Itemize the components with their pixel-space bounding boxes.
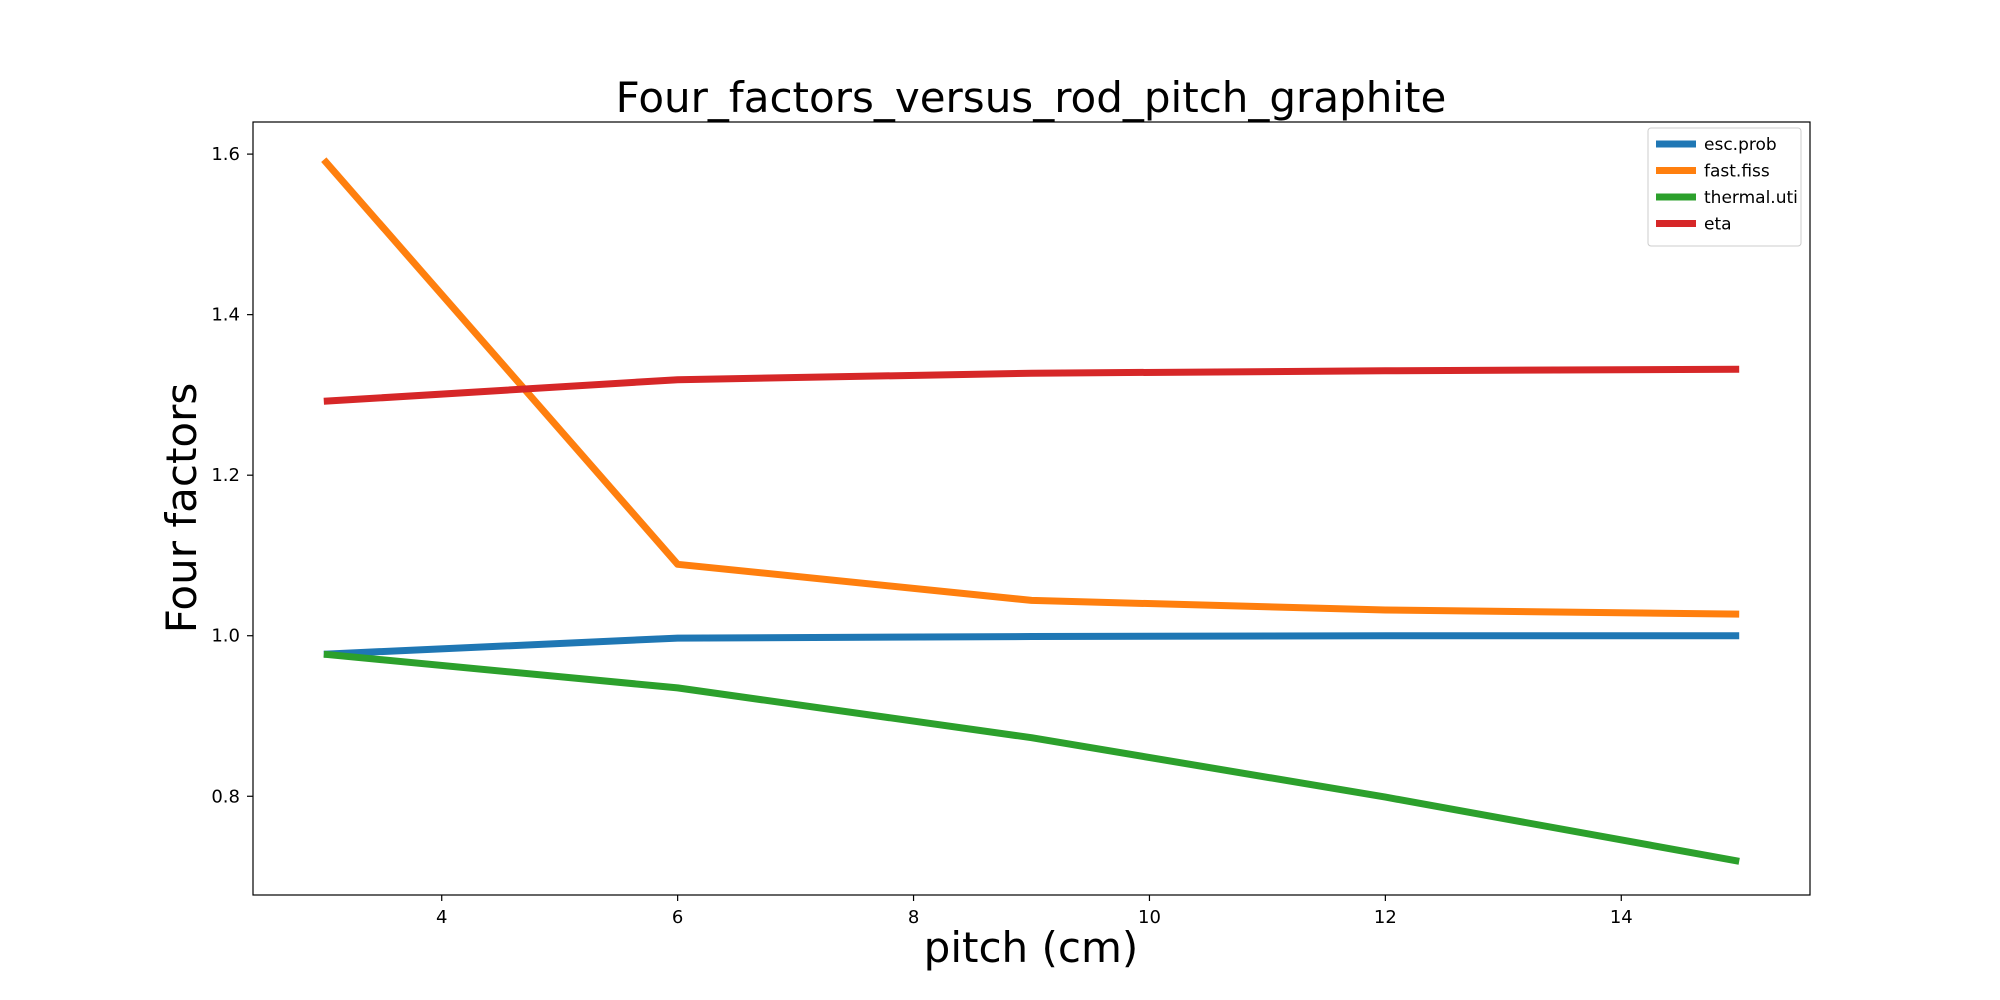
series-line-fast.fiss — [321, 157, 1740, 618]
legend-label-fast.fiss: fast.fiss — [1704, 162, 1770, 182]
x-tick-label: 6 — [672, 907, 683, 928]
legend: esc.prob fast.fiss thermal.uti eta — [1647, 127, 1802, 247]
series-line-thermal.uti — [323, 650, 1740, 865]
x-tick-label: 8 — [908, 907, 919, 928]
y-tick-label: 1.6 — [211, 144, 240, 165]
y-axis-ticks: 0.8 1.0 1.2 1.4 1.6 — [211, 144, 253, 807]
x-tick-label: 10 — [1138, 907, 1161, 928]
legend-box — [1647, 127, 1802, 247]
x-axis-label: pitch (cm) — [924, 923, 1139, 972]
x-axis-ticks: 4 6 8 10 12 14 — [436, 895, 1633, 928]
y-axis-label: Four factors — [157, 383, 206, 634]
legend-label-esc.prob: esc.prob — [1704, 135, 1777, 155]
series-line-eta — [323, 365, 1740, 405]
y-tick-label: 1.0 — [211, 626, 240, 647]
plot-lines — [321, 157, 1740, 865]
series-line-esc.prob — [323, 632, 1740, 658]
x-tick-label: 14 — [1610, 907, 1633, 928]
chart-title: Four_factors_versus_rod_pitch_graphite — [616, 73, 1447, 122]
x-tick-label: 4 — [436, 907, 447, 928]
y-tick-label: 1.2 — [211, 465, 240, 486]
plot-frame — [252, 121, 1811, 896]
legend-label-eta: eta — [1704, 215, 1732, 235]
y-tick-label: 1.4 — [211, 305, 240, 326]
legend-label-thermal.uti: thermal.uti — [1704, 188, 1798, 208]
y-tick-label: 0.8 — [211, 786, 240, 807]
x-tick-label: 12 — [1374, 907, 1397, 928]
